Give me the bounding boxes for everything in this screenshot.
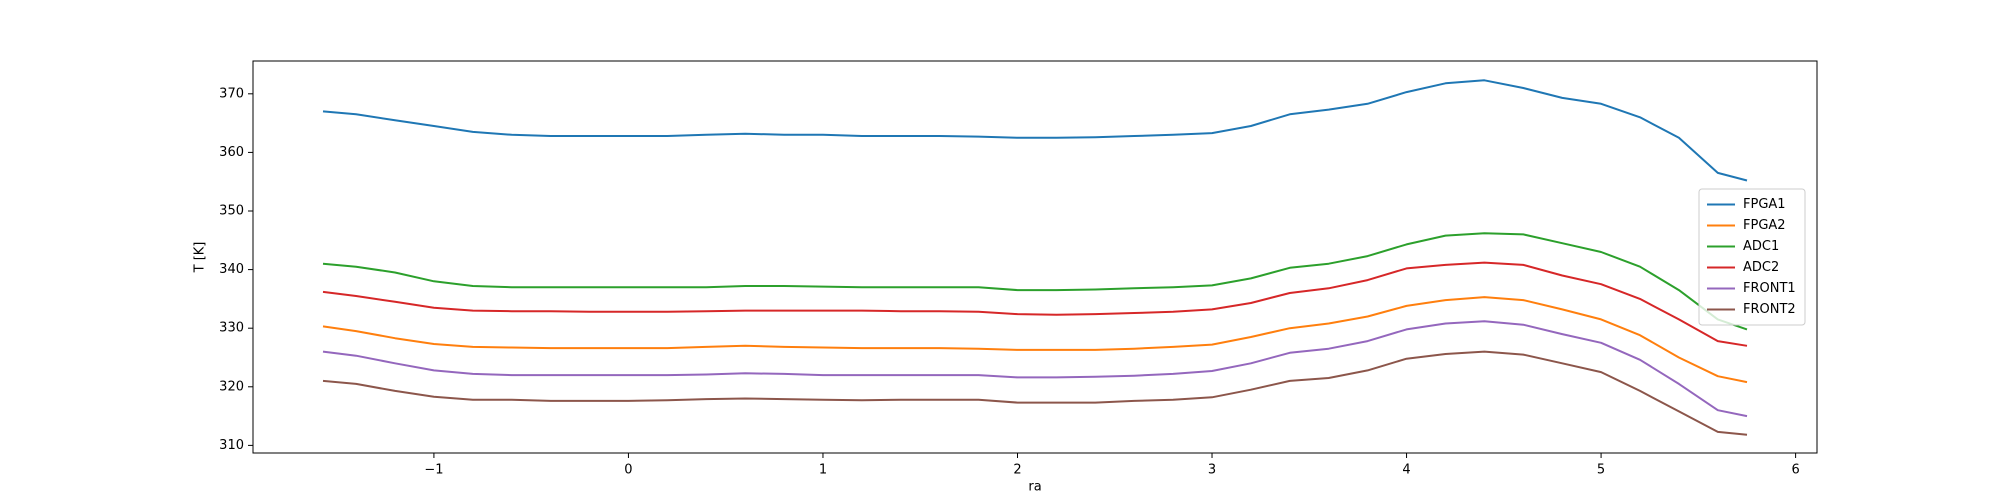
series-line: [322, 320, 1748, 418]
series-line: [322, 350, 1748, 436]
y-tick-label: 370: [219, 86, 244, 101]
y-tick-label: 360: [219, 145, 244, 160]
y-axis-label: T [K]: [193, 242, 208, 274]
axes-frame: [252, 60, 1818, 454]
x-tick-label: 2: [1013, 463, 1021, 478]
x-tick-label: 0: [624, 463, 632, 478]
legend: FPGA1 FPGA2 ADC1 ADC2 FRONT1 FRONT2: [1698, 188, 1806, 326]
legend-label: FRONT2: [1743, 302, 1796, 317]
legend-label: ADC1: [1743, 239, 1779, 254]
x-tick-label: 3: [1208, 463, 1216, 478]
x-tick-label: −1: [424, 463, 443, 478]
series-line: [322, 261, 1748, 347]
legend-frame: [1698, 188, 1806, 326]
legend-label: ADC2: [1743, 260, 1779, 275]
y-tick-label: 340: [219, 262, 244, 277]
legend-label: FPGA2: [1743, 218, 1786, 233]
legend-label: FRONT1: [1743, 281, 1796, 296]
series-line: [322, 296, 1748, 384]
y-tick-label: 350: [219, 204, 244, 219]
series-line: [322, 79, 1748, 182]
x-tick-label: 6: [1791, 463, 1799, 478]
y-tick-label: 310: [219, 438, 244, 453]
legend-label: FPGA1: [1743, 197, 1786, 212]
y-tick-label: 330: [219, 321, 244, 336]
x-axis-label: ra: [1028, 480, 1041, 495]
series-line: [322, 232, 1748, 331]
x-tick-label: 1: [819, 463, 827, 478]
x-tick-label: 5: [1597, 463, 1605, 478]
y-tick-label: 320: [219, 379, 244, 394]
x-tick-label: 4: [1402, 463, 1410, 478]
